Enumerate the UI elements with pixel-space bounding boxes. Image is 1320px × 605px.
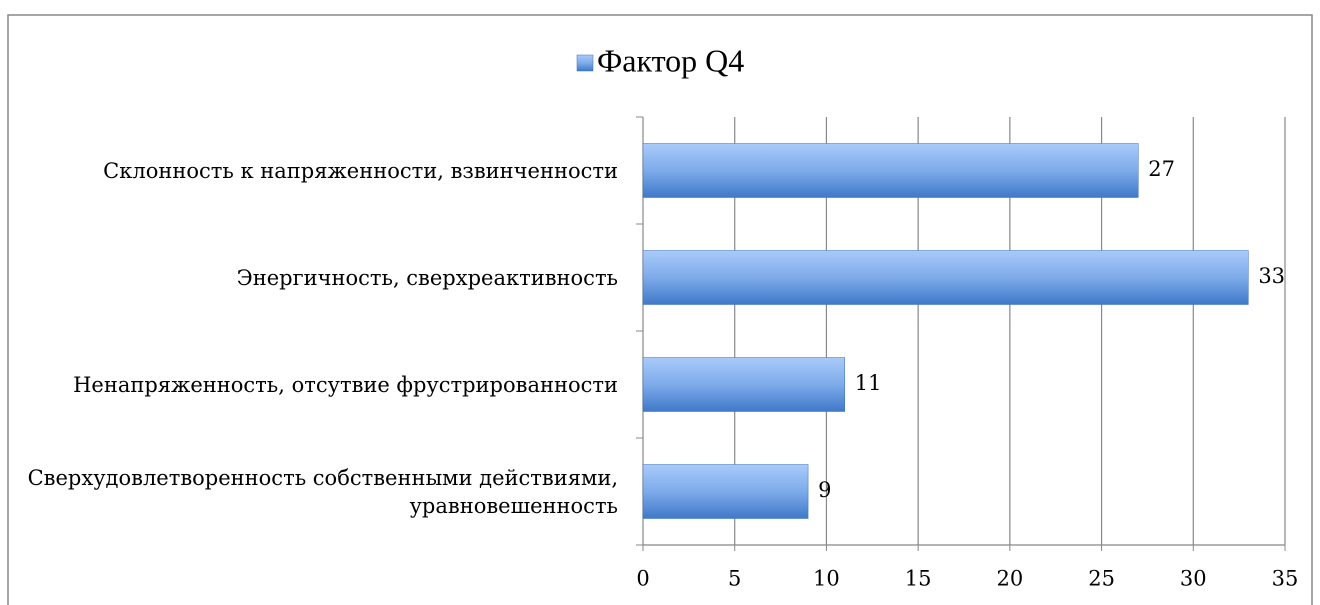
- x-tick-label: 10: [813, 567, 840, 591]
- chart-frame: [7, 14, 1313, 605]
- x-tick-label: 5: [728, 567, 741, 591]
- x-tick-label: 0: [636, 567, 649, 591]
- x-tick-label: 30: [1180, 567, 1207, 591]
- bar: [642, 357, 846, 412]
- legend-label: Фактор Q4: [597, 42, 744, 78]
- y-tick-label: Ненапряженность, отсутвие фрустрированно…: [73, 372, 618, 397]
- bar: [642, 250, 1249, 305]
- data-label: 9: [818, 478, 831, 502]
- bar: [642, 464, 809, 519]
- data-label: 27: [1148, 157, 1175, 181]
- y-tick-label: Склонность к напряженности, взвинченност…: [103, 158, 618, 183]
- x-tick-label: 15: [905, 567, 932, 591]
- bar: [642, 143, 1139, 198]
- x-tick-label: 25: [1088, 567, 1115, 591]
- y-tick-label: Сверхудовлетворенность собственными дейс…: [27, 465, 618, 518]
- data-label: 33: [1258, 264, 1285, 288]
- x-tick-label: 35: [1272, 567, 1299, 591]
- data-label: 11: [855, 371, 882, 395]
- legend-swatch: [576, 54, 594, 72]
- y-tick-label: Энергичность, сверхреактивность: [236, 265, 618, 290]
- x-tick-label: 20: [996, 567, 1023, 591]
